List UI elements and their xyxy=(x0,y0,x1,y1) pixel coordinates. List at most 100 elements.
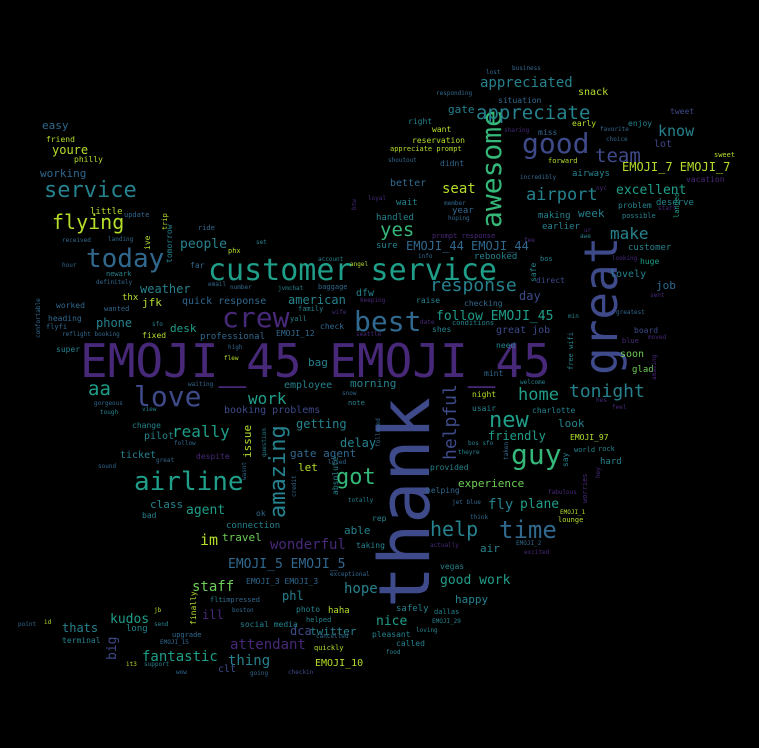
cloud-word: high xyxy=(228,344,243,351)
cloud-word: keeping xyxy=(360,297,386,304)
cloud-word: lovely xyxy=(610,269,647,280)
cloud-word: point xyxy=(18,621,37,628)
cloud-word: yall xyxy=(290,315,307,323)
cloud-word: pilot xyxy=(144,431,175,442)
cloud-word: direct xyxy=(536,276,565,285)
cloud-word: working xyxy=(40,167,87,180)
cloud-word: bag xyxy=(308,356,328,369)
cloud-word: appreciated xyxy=(480,75,573,91)
cloud-word: gorgeous xyxy=(94,400,123,407)
cloud-word: fabulous xyxy=(548,489,577,496)
cloud-word: problem xyxy=(618,201,652,210)
cloud-word: handled xyxy=(376,213,414,223)
cloud-word: number xyxy=(230,284,252,291)
cloud-word: look xyxy=(558,417,585,430)
cloud-word: good work xyxy=(440,573,511,588)
cloud-word: tomorrow xyxy=(165,224,174,263)
cloud-word: miss xyxy=(538,128,558,137)
cloud-word: hard xyxy=(600,457,622,467)
cloud-word: awesome xyxy=(475,109,508,228)
cloud-word: support xyxy=(144,661,170,668)
cloud-word: wanted xyxy=(104,305,130,313)
cloud-word: crew xyxy=(222,301,290,334)
cloud-word: called xyxy=(396,639,425,648)
cloud-word: charlotte xyxy=(532,406,576,415)
cloud-word: gate xyxy=(448,103,475,116)
cloud-word: despite xyxy=(196,452,230,461)
cloud-word: employee xyxy=(284,380,333,391)
cloud-word: it3 xyxy=(126,661,137,668)
cloud-word: flt xyxy=(210,596,223,604)
cloud-word: best xyxy=(354,305,422,338)
cloud-word: night xyxy=(472,390,497,399)
cloud-word: agent xyxy=(186,503,226,518)
cloud-word: ive xyxy=(143,235,152,250)
cloud-word: rep xyxy=(372,514,387,523)
cloud-word: EMOJI_15 xyxy=(160,639,189,646)
cloud-word: airline xyxy=(134,467,244,497)
cloud-word: phone xyxy=(96,316,133,330)
cloud-word: connection xyxy=(226,521,281,531)
cloud-word: easy xyxy=(42,119,69,132)
cloud-word: ride xyxy=(198,224,215,232)
cloud-word: jfk xyxy=(142,296,162,309)
cloud-word: twitter xyxy=(310,625,357,638)
cloud-word: soon xyxy=(620,349,645,360)
cloud-word: baggage xyxy=(318,283,348,291)
cloud-word: landed xyxy=(673,192,681,218)
cloud-word: yes xyxy=(380,219,415,241)
cloud-word: EMOJI_12 xyxy=(276,329,315,338)
cloud-word: able xyxy=(344,524,371,537)
cloud-word: super xyxy=(56,345,81,354)
cloud-word: think xyxy=(470,514,489,521)
cloud-word: really xyxy=(172,422,230,441)
cloud-word: didnt xyxy=(440,159,465,168)
cloud-word: travel xyxy=(222,531,262,544)
cloud-word: morning xyxy=(350,377,397,390)
cloud-word: earlier xyxy=(542,222,580,232)
cloud-word: account xyxy=(318,256,344,263)
cloud-word: EMOJI_3 EMOJI_3 xyxy=(246,577,319,586)
cloud-word: air xyxy=(480,542,500,555)
cloud-word: hes xyxy=(596,397,607,404)
cloud-word: change xyxy=(132,421,161,430)
cloud-word: happy xyxy=(455,593,489,606)
cloud-word: usair xyxy=(472,404,497,413)
cloud-word: big xyxy=(105,636,120,660)
cloud-word: guy xyxy=(511,438,562,471)
cloud-word: quickly xyxy=(314,644,344,652)
cloud-word: feel xyxy=(612,404,627,411)
cloud-word: huge xyxy=(640,257,660,266)
cloud-word: help xyxy=(430,517,479,541)
cloud-word: experience xyxy=(458,477,525,490)
cloud-word: know xyxy=(658,122,695,140)
cloud-word: airport xyxy=(526,185,598,205)
cloud-word: fly xyxy=(488,497,514,513)
cloud-word: excellent xyxy=(616,183,687,198)
cloud-word: glad xyxy=(632,365,654,375)
cloud-word: love xyxy=(134,380,202,413)
cloud-word: impressed xyxy=(222,596,260,604)
cloud-word: lounge xyxy=(558,516,584,524)
cloud-word: airways xyxy=(572,169,610,179)
cloud-word: nice xyxy=(376,614,408,629)
cloud-word: vegas xyxy=(440,562,465,571)
cloud-word: seat xyxy=(442,181,476,197)
cloud-word: start xyxy=(658,205,677,212)
cloud-word: actually xyxy=(430,542,459,549)
cloud-word: little xyxy=(90,207,123,217)
cloud-word: hoping xyxy=(448,215,470,222)
cloud-word: customer service xyxy=(208,253,497,288)
cloud-word: taking xyxy=(356,541,385,550)
cloud-word: jb xyxy=(154,607,162,614)
cloud-word: incredibly xyxy=(520,174,557,181)
cloud-word: safely xyxy=(396,604,429,614)
cloud-word: id xyxy=(44,619,52,626)
cloud-word: kudos xyxy=(110,612,150,627)
cloud-word: jet blue xyxy=(452,499,481,506)
cloud-word: helped xyxy=(306,616,332,624)
cloud-word: greatest xyxy=(616,309,645,316)
cloud-word: food xyxy=(386,649,401,656)
cloud-word: sure xyxy=(376,241,398,251)
cloud-word: people xyxy=(180,237,227,252)
